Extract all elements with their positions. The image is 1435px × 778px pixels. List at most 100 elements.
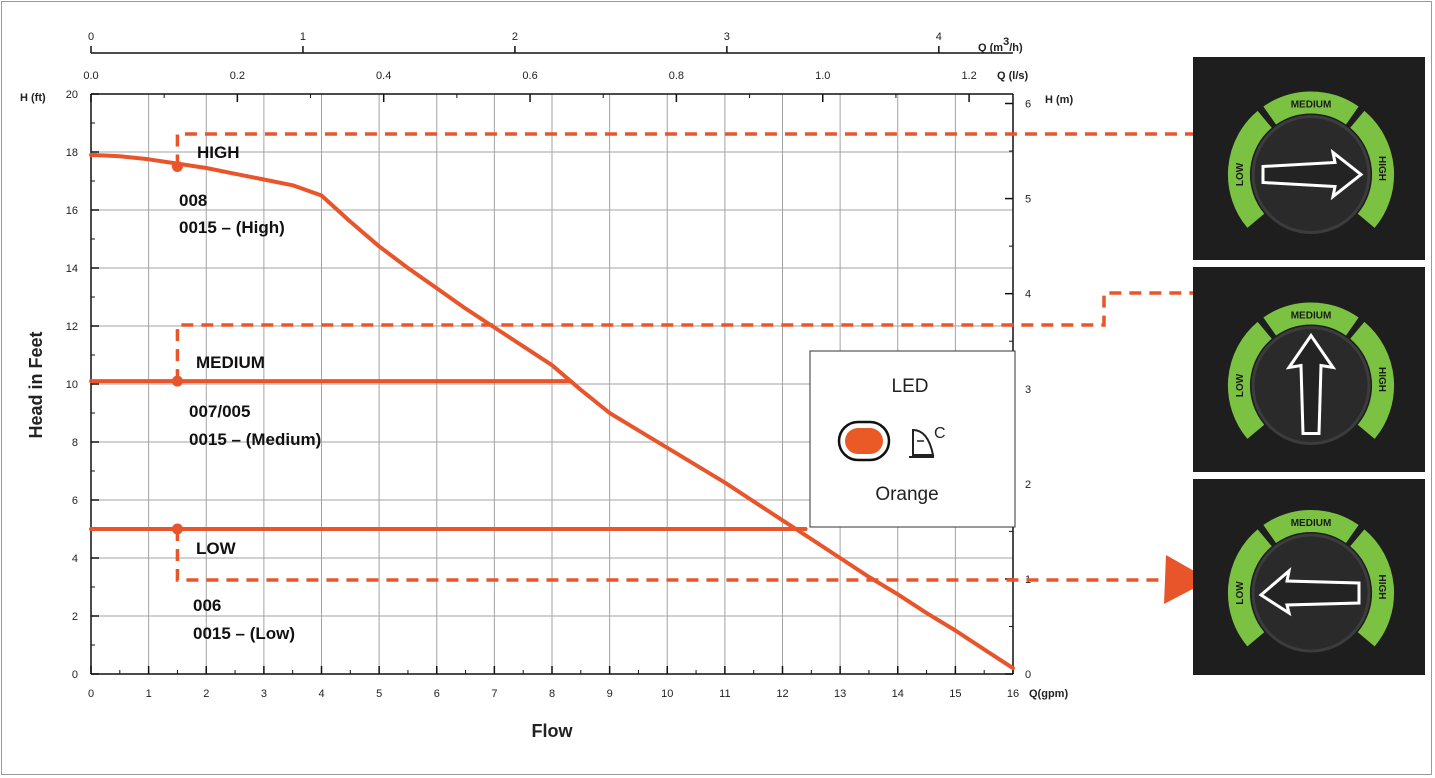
x-axis-title: Flow bbox=[532, 721, 574, 741]
x-tick-label: 5 bbox=[376, 688, 382, 700]
arrow-right-icon bbox=[1261, 148, 1364, 201]
y-tick-label: 12 bbox=[66, 321, 78, 333]
legend-color-name: Orange bbox=[875, 484, 938, 505]
x2-tick-label: 0.8 bbox=[669, 70, 684, 82]
model-label-low-1: 006 bbox=[193, 596, 221, 615]
dial-arc-medium bbox=[1263, 510, 1359, 544]
x-tick-label: 6 bbox=[434, 688, 440, 700]
x3-tick-label: 1 bbox=[300, 31, 306, 43]
x-unit-m3h: Q (m3/h) bbox=[978, 36, 1023, 54]
y-unit-ft: H (ft) bbox=[20, 92, 46, 104]
connector-medium bbox=[175, 291, 1240, 382]
model-label-medium-1: 007/005 bbox=[189, 402, 250, 421]
dial-label-low: LOW bbox=[1235, 162, 1246, 186]
dial-arc-high bbox=[1349, 110, 1395, 228]
x-tick-label: 7 bbox=[491, 688, 497, 700]
dial-label-high: HIGH bbox=[1376, 575, 1387, 600]
dial-arc-low bbox=[1227, 110, 1273, 228]
x-unit-gpm: Q(gpm) bbox=[1029, 688, 1068, 700]
series bbox=[89, 152, 1015, 671]
dial-arc-high bbox=[1349, 529, 1395, 647]
y-axis-title: Head in Feet bbox=[26, 331, 46, 438]
dial-label-low: LOW bbox=[1235, 581, 1246, 605]
model-label-medium-2: 0015 – (Medium) bbox=[189, 430, 321, 449]
connector-low bbox=[175, 529, 1172, 582]
x-tick-label: 0 bbox=[88, 688, 94, 700]
x-tick-label: 8 bbox=[549, 688, 555, 700]
y-tick-label: 4 bbox=[72, 553, 78, 565]
y-tick-label: 18 bbox=[66, 147, 78, 159]
y-tick-label: 16 bbox=[66, 205, 78, 217]
y2-tick-label: 4 bbox=[1025, 289, 1031, 301]
x3-tick-label: 2 bbox=[512, 31, 518, 43]
dial-arc-medium bbox=[1263, 91, 1359, 125]
speed-label-high: HIGH bbox=[197, 143, 240, 162]
x2-tick-label: 0.4 bbox=[376, 70, 391, 82]
svg-text:C: C bbox=[934, 425, 946, 442]
speed-label-medium: MEDIUM bbox=[196, 353, 265, 372]
x2-tick-label: 1.0 bbox=[815, 70, 830, 82]
y-tick-label: 20 bbox=[66, 89, 78, 101]
axes bbox=[90, 52, 1014, 675]
dial-label-medium: MEDIUM bbox=[1291, 100, 1332, 111]
connector-high bbox=[175, 132, 1360, 167]
dial-label-high: HIGH bbox=[1376, 367, 1387, 392]
model-label-high-1: 008 bbox=[179, 191, 207, 210]
dial-medium: MEDIUM LOW HIGH bbox=[1193, 267, 1425, 472]
x2-tick-label: 0.2 bbox=[230, 70, 245, 82]
x-unit-ls: Q (l/s) bbox=[997, 70, 1029, 82]
dial-low: MEDIUM LOW HIGH bbox=[1193, 479, 1425, 675]
x-tick-label: 15 bbox=[949, 688, 961, 700]
speed-label-low: LOW bbox=[196, 539, 237, 558]
y2-tick-label: 2 bbox=[1025, 479, 1031, 491]
legend-title: LED bbox=[892, 376, 929, 397]
dial-arc-medium bbox=[1263, 302, 1359, 336]
x-tick-label: 11 bbox=[719, 688, 730, 700]
dial-label-high: HIGH bbox=[1376, 156, 1387, 181]
dial-label-medium: MEDIUM bbox=[1291, 518, 1332, 529]
y-tick-label: 0 bbox=[72, 669, 78, 681]
y-unit-m: H (m) bbox=[1045, 94, 1073, 106]
x2-tick-label: 0.6 bbox=[522, 70, 537, 82]
pump-symbol-icon: C bbox=[909, 425, 946, 458]
x-tick-label: 2 bbox=[203, 688, 209, 700]
y-tick-label: 8 bbox=[72, 437, 78, 449]
x2-tick-label: 1.2 bbox=[961, 70, 976, 82]
y2-tick-label: 3 bbox=[1025, 384, 1031, 396]
y2-tick-label: 5 bbox=[1025, 194, 1031, 206]
y2-tick-label: 0 bbox=[1025, 669, 1031, 681]
dial-label-low: LOW bbox=[1235, 373, 1246, 397]
model-label-low-2: 0015 – (Low) bbox=[193, 624, 295, 643]
y2-tick-label: 6 bbox=[1025, 99, 1031, 111]
dial-label-medium: MEDIUM bbox=[1291, 311, 1332, 322]
dial-high: MEDIUM LOW HIGH bbox=[1193, 57, 1425, 260]
x-tick-label: 9 bbox=[607, 688, 613, 700]
series-line bbox=[89, 152, 1015, 671]
x-tick-label: 10 bbox=[661, 688, 673, 700]
y-tick-label: 6 bbox=[72, 495, 78, 507]
x3-tick-label: 3 bbox=[724, 31, 730, 43]
led-legend: LED C Orange bbox=[809, 350, 1016, 528]
y-tick-label: 10 bbox=[66, 379, 78, 391]
dial-arc-low bbox=[1227, 529, 1273, 647]
model-label-high-2: 0015 – (High) bbox=[179, 218, 285, 237]
arrowhead-low bbox=[1164, 555, 1210, 604]
x-tick-label: 13 bbox=[834, 688, 846, 700]
x2-tick-label: 0.0 bbox=[83, 70, 98, 82]
arrow-up-icon bbox=[1285, 332, 1337, 435]
dial-arc-low bbox=[1227, 321, 1273, 439]
x-tick-label: 4 bbox=[318, 688, 324, 700]
x-tick-label: 14 bbox=[892, 688, 904, 700]
x-tick-label: 16 bbox=[1007, 688, 1019, 700]
dial-arc-high bbox=[1349, 321, 1395, 439]
ticks: 0 1 2 3 4 5 6 7 8 9 10 11 12 13 14 15 160246810121416182… bbox=[66, 31, 1031, 700]
x-tick-label: 12 bbox=[776, 688, 788, 700]
speed-selector-dials: MEDIUM LOW HIGH MEDIUM LOW HIGH MEDIUM LOW HIGH bbox=[1193, 57, 1425, 675]
x3-tick-label: 4 bbox=[936, 31, 942, 43]
y-tick-label: 2 bbox=[72, 611, 78, 623]
x-tick-label: 3 bbox=[261, 688, 267, 700]
y-tick-label: 14 bbox=[66, 263, 78, 275]
x3-tick-label: 0 bbox=[88, 31, 94, 43]
